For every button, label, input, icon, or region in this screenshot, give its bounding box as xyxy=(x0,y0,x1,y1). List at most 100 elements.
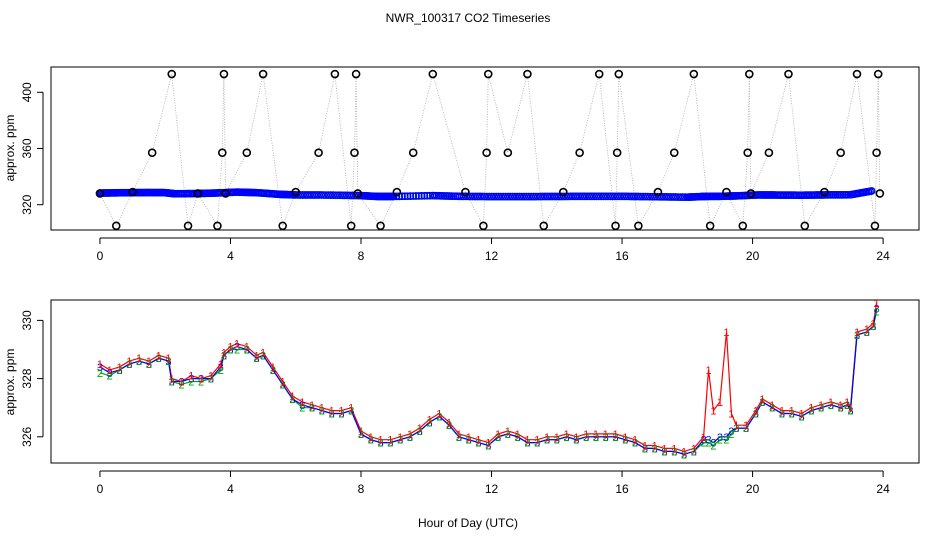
series-marker-2: 2 xyxy=(426,417,432,429)
series-marker-3: 3 xyxy=(728,426,734,438)
series-marker-3: 3 xyxy=(864,327,870,339)
series-marker-1: 1 xyxy=(691,443,697,455)
series-marker-1: 1 xyxy=(701,432,707,444)
series-marker-1: 1 xyxy=(632,435,638,447)
series-marker-2: 2 xyxy=(485,441,491,453)
series-marker-1: 1 xyxy=(234,339,240,351)
continuous-point xyxy=(417,192,426,200)
series-marker-3: 3 xyxy=(505,429,511,441)
top-y-tick-label: 360 xyxy=(20,138,34,158)
flask-point xyxy=(147,148,157,158)
series-marker-1: 1 xyxy=(254,350,260,362)
series-marker-2: 2 xyxy=(417,426,423,438)
series-marker-3: 3 xyxy=(165,356,171,368)
series-marker-2: 2 xyxy=(338,409,344,421)
series-marker-1: 1 xyxy=(126,356,132,368)
series-marker-1: 1 xyxy=(378,435,384,447)
flask-point xyxy=(351,69,361,79)
series-marker-3: 3 xyxy=(874,304,880,316)
flask-point xyxy=(242,148,252,158)
series-marker-1: 1 xyxy=(475,435,481,447)
series-marker-1: 1 xyxy=(717,397,723,409)
flask-point xyxy=(746,189,756,198)
series-marker-2: 2 xyxy=(348,406,354,418)
series-marker-1: 1 xyxy=(227,342,233,354)
series-marker-1: 1 xyxy=(338,406,344,418)
series-marker-1: 1 xyxy=(426,414,432,426)
series-marker-3: 3 xyxy=(583,432,589,444)
series-marker-1: 1 xyxy=(299,397,305,409)
series-marker-1: 1 xyxy=(208,371,214,383)
series-marker-2: 2 xyxy=(769,403,775,415)
flask-point xyxy=(482,148,491,158)
flask-point xyxy=(428,69,438,79)
series-marker-1: 1 xyxy=(397,432,403,444)
series-marker-2: 2 xyxy=(289,394,295,406)
series-marker-2: 2 xyxy=(733,423,739,435)
series-marker-3: 3 xyxy=(260,350,266,362)
series-marker-3: 3 xyxy=(319,406,325,418)
flask-point xyxy=(346,221,356,230)
series-marker-2: 2 xyxy=(218,365,224,377)
series-marker-2: 2 xyxy=(844,400,850,412)
flask-point xyxy=(875,189,885,198)
series-marker-3: 3 xyxy=(632,438,638,450)
series-marker-3: 3 xyxy=(554,435,560,447)
series-marker-3: 3 xyxy=(178,377,184,389)
series-marker-2: 2 xyxy=(329,409,335,421)
series-marker-3: 3 xyxy=(534,438,540,450)
series-marker-1: 1 xyxy=(387,435,393,447)
series-marker-1: 1 xyxy=(358,426,364,438)
top-x-tick-label: 24 xyxy=(876,249,890,263)
series-marker-3: 3 xyxy=(753,409,759,421)
series-marker-2: 2 xyxy=(505,429,511,441)
series-marker-2: 2 xyxy=(397,435,403,447)
series-marker-1: 1 xyxy=(554,432,560,444)
bottom-x-tick-label: 16 xyxy=(615,482,629,496)
series-marker-1: 1 xyxy=(828,397,834,409)
flask-point xyxy=(218,148,227,158)
series-marker-3: 3 xyxy=(838,403,844,415)
series-marker-2: 2 xyxy=(227,344,233,356)
series-marker-1: 1 xyxy=(870,318,876,330)
series-marker-3: 3 xyxy=(779,409,785,421)
flask-point xyxy=(689,69,699,79)
flask-connector-line xyxy=(99,72,881,228)
top-x-tick-label: 12 xyxy=(485,249,499,263)
series-marker-1: 1 xyxy=(864,324,870,336)
series-marker-3: 3 xyxy=(475,438,481,450)
flask-point xyxy=(278,221,287,230)
series-marker-3: 3 xyxy=(299,400,305,412)
series-marker-1: 1 xyxy=(329,406,335,418)
series-marker-1: 1 xyxy=(107,365,113,377)
series-marker-1: 1 xyxy=(789,406,795,418)
flask-point xyxy=(503,148,513,158)
flask-point xyxy=(330,69,340,79)
series-marker-3: 3 xyxy=(844,400,850,412)
series-marker-2: 2 xyxy=(661,446,667,458)
series-marker-3: 3 xyxy=(854,330,860,342)
series-marker-2: 2 xyxy=(524,438,530,450)
series-marker-2: 2 xyxy=(116,365,122,377)
flask-point xyxy=(461,187,470,197)
flask-point xyxy=(745,69,754,79)
series-line-2 xyxy=(99,311,878,455)
series-marker-2: 2 xyxy=(632,438,638,450)
series-marker-1: 1 xyxy=(769,400,775,412)
bottom-panel-frame xyxy=(50,299,920,464)
flask-point xyxy=(258,69,268,79)
series-marker-1: 1 xyxy=(505,426,511,438)
series-marker-1: 1 xyxy=(221,347,227,359)
series-marker-3: 3 xyxy=(397,435,403,447)
series-marker-3: 3 xyxy=(218,362,224,374)
series-marker-1: 1 xyxy=(753,406,759,418)
series-marker-2: 2 xyxy=(456,432,462,444)
series-marker-2: 2 xyxy=(818,403,824,415)
flask-point xyxy=(764,148,774,158)
series-marker-1: 1 xyxy=(446,417,452,429)
series-marker-1: 1 xyxy=(169,374,175,386)
